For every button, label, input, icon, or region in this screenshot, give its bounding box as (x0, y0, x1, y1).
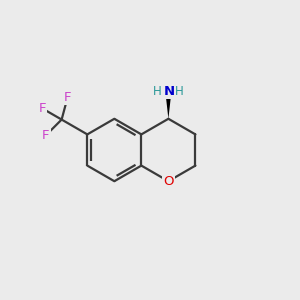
Text: N: N (164, 85, 175, 98)
Text: F: F (64, 92, 71, 104)
Text: H: H (153, 85, 161, 98)
Text: F: F (42, 129, 50, 142)
Polygon shape (165, 92, 171, 119)
Text: F: F (38, 102, 46, 115)
Text: O: O (163, 175, 174, 188)
Text: H: H (175, 85, 184, 98)
